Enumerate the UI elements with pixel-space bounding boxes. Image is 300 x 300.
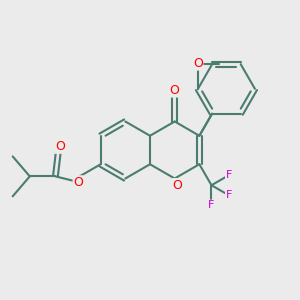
Text: O: O (170, 84, 180, 97)
Text: O: O (193, 57, 203, 70)
Text: O: O (73, 176, 83, 189)
Text: F: F (208, 200, 215, 210)
Text: F: F (226, 170, 232, 180)
Text: O: O (55, 140, 65, 153)
Text: O: O (173, 178, 183, 192)
Text: F: F (226, 190, 232, 200)
